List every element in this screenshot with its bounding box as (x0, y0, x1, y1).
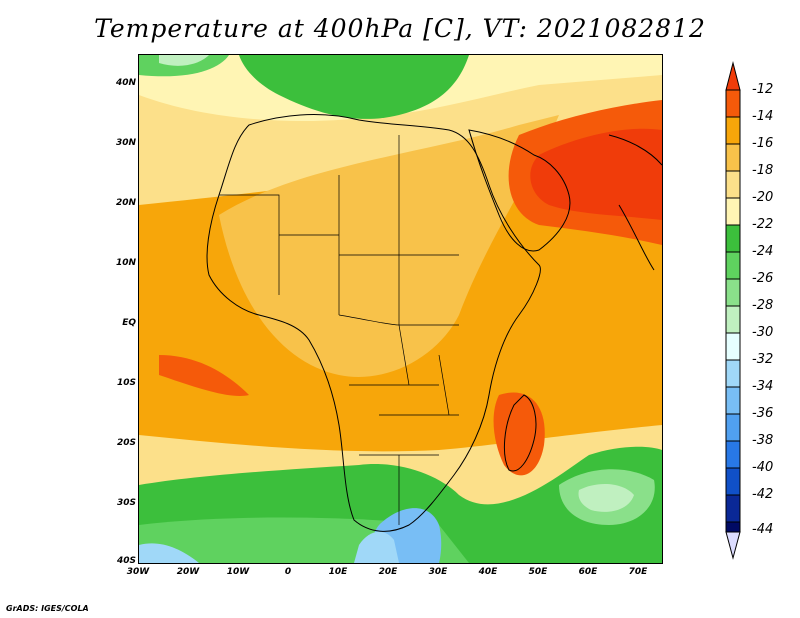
field-sw-blue (139, 543, 199, 563)
colorbar-seg (725, 197, 741, 226)
map-svg (139, 55, 662, 563)
colorbar-label: -34 (752, 379, 774, 394)
lat-label-20n: 20N (115, 198, 136, 208)
colorbar-label: -32 (752, 352, 774, 367)
colorbar-label: -14 (752, 109, 774, 124)
colorbar (725, 61, 741, 560)
india-coastline (608, 134, 662, 271)
lat-label-10n: 10N (115, 258, 136, 268)
colorbar-label: -22 (752, 217, 774, 232)
lon-label-60e: 60E (578, 567, 598, 577)
field-sahara (219, 115, 559, 377)
colorbar-label: -44 (752, 522, 774, 537)
field-madagascar (493, 392, 545, 476)
colorbar-bottom-arrow (725, 531, 741, 560)
colorbar-seg (725, 278, 741, 307)
lon-label-10w: 10W (226, 567, 250, 577)
temperature-map[interactable] (138, 54, 663, 564)
colorbar-seg (725, 440, 741, 469)
colorbar-seg (725, 413, 741, 442)
field-arabia-core (530, 128, 662, 220)
lat-label-30s: 30S (116, 498, 136, 508)
lon-label-50e: 50E (528, 567, 548, 577)
lon-label-20w: 20W (176, 567, 200, 577)
field-io-pale (578, 483, 634, 512)
lat-label-30n: 30N (115, 138, 136, 148)
colorbar-label: -12 (752, 82, 774, 97)
colorbar-label: -24 (752, 244, 774, 259)
africa-coastline (206, 114, 541, 532)
colorbar-seg (725, 359, 741, 388)
lat-label-40n: 40N (115, 78, 136, 88)
footer-credit: GrADS: IGES/COLA (6, 604, 89, 613)
colorbar-label: -28 (752, 298, 774, 313)
colorbar-seg (725, 521, 741, 533)
lat-label-20s: 20S (116, 438, 136, 448)
colorbar-seg (725, 467, 741, 496)
colorbar-label: -40 (752, 460, 774, 475)
country-borders (219, 135, 459, 525)
lat-label-eq: EQ (122, 318, 136, 328)
lon-label-70e: 70E (628, 567, 648, 577)
lon-label-30e: 30E (428, 567, 448, 577)
colorbar-label: -16 (752, 136, 774, 151)
field-nw-light (159, 55, 209, 66)
colorbar-seg (725, 494, 741, 523)
colorbar-label: -26 (752, 271, 774, 286)
colorbar-label: -30 (752, 325, 774, 340)
lon-label-10e: 10E (328, 567, 348, 577)
lat-label-10s: 10S (116, 378, 136, 388)
colorbar-seg (725, 224, 741, 253)
lat-label-40s: 40S (116, 556, 136, 566)
colorbar-seg (725, 386, 741, 415)
colorbar-seg (725, 305, 741, 334)
arabia-coastline (468, 129, 571, 252)
colorbar-seg (725, 170, 741, 199)
lon-label-0: 0 (284, 567, 292, 577)
field-med-green (239, 55, 469, 119)
field-sa-lightblue (354, 531, 399, 563)
colorbar-label: -42 (752, 487, 774, 502)
map-title: Temperature at 400hPa [C], VT: 202108281… (94, 14, 706, 43)
colorbar-seg (725, 332, 741, 361)
colorbar-label: -20 (752, 190, 774, 205)
colorbar-seg (725, 251, 741, 280)
lon-label-30w: 30W (126, 567, 150, 577)
field-atlantic-hot (159, 355, 249, 396)
lon-label-40e: 40E (478, 567, 498, 577)
colorbar-seg (725, 143, 741, 172)
madagascar-coastline (504, 394, 537, 472)
colorbar-seg (725, 89, 741, 118)
colorbar-label: -38 (752, 433, 774, 448)
colorbar-seg (725, 116, 741, 145)
colorbar-top-arrow (725, 61, 741, 91)
colorbar-label: -36 (752, 406, 774, 421)
lon-label-20e: 20E (378, 567, 398, 577)
colorbar-label: -18 (752, 163, 774, 178)
